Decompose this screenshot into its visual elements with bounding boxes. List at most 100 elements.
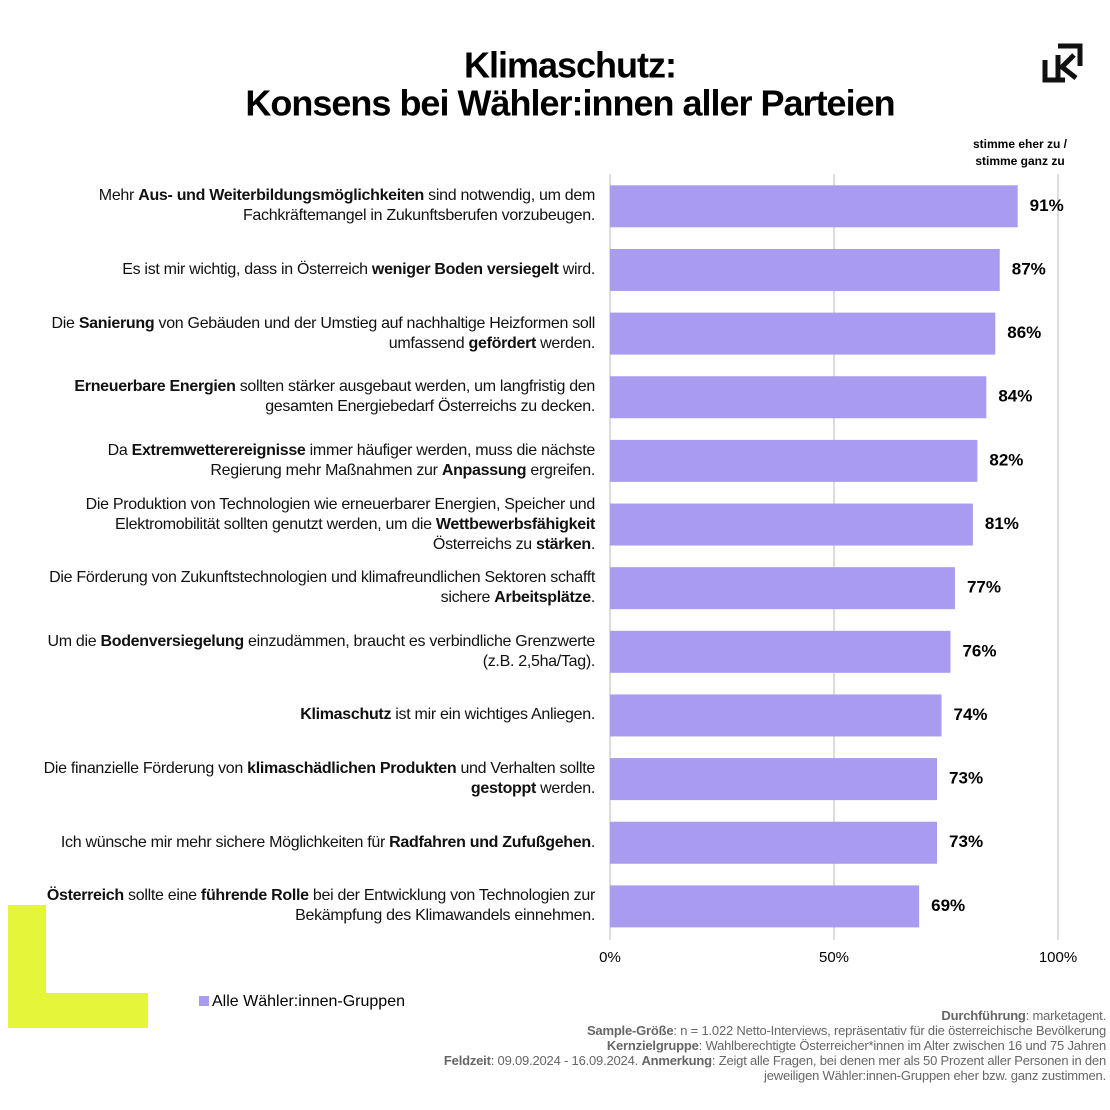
text-run: Sanierung xyxy=(78,314,155,332)
text-run: Anpassung xyxy=(441,461,527,479)
text-run: stärken xyxy=(536,535,591,553)
text-run: sollte eine xyxy=(123,887,201,905)
text-run: gefördert xyxy=(468,334,537,352)
text-run: Sample-Größe xyxy=(586,1023,674,1038)
category-label: Mehr Aus- und Weiterbildungsmöglichkeite… xyxy=(40,175,596,237)
decor xyxy=(8,993,148,1028)
text-run: : n = 1.022 Netto-Interviews, repräsenta… xyxy=(673,1023,1106,1038)
text-run: führende Rolle xyxy=(200,887,309,905)
legend-swatch xyxy=(199,996,209,1006)
text-run: Feldzeit xyxy=(443,1053,491,1068)
legend-label: Alle Wähler:innen-Gruppen xyxy=(212,993,405,1010)
text-run: sind notwendig, um dem Fachkräftemangel … xyxy=(242,187,595,225)
value-label: 73% xyxy=(949,769,983,788)
text-run: Österreich xyxy=(46,887,124,905)
value-label: 82% xyxy=(989,450,1023,469)
category-label: Erneuerbare Energien sollten stärker aus… xyxy=(40,366,595,428)
text-run: Extremwetterereignisse xyxy=(131,441,306,459)
text-run: von Gebäuden und der Umstieg auf nachhal… xyxy=(154,314,596,352)
text-run: Die Förderung von Zukunftstechnologien u… xyxy=(49,569,595,607)
text-run: Radfahren und Zufußgehen xyxy=(389,833,591,851)
value-header: stimme eher zu / xyxy=(973,137,1068,151)
text-run: Ich wünsche mir mehr sichere Möglichkeit… xyxy=(60,833,390,851)
value-label: 87% xyxy=(1012,259,1046,278)
text-run: Um die xyxy=(47,632,101,650)
value-label: 74% xyxy=(954,705,988,724)
note-line: Durchführung: marketagent. xyxy=(406,1008,1106,1023)
value-label: 76% xyxy=(962,641,996,660)
text-run: Die Produktion von Technologien wie erne… xyxy=(85,495,596,533)
text-run: : Wahlberechtigte Österreicher*innen im … xyxy=(698,1038,1107,1053)
text-run: : Zeigt alle Fragen, bei denen mer als 5… xyxy=(711,1053,1106,1083)
value-label: 77% xyxy=(967,578,1001,597)
category-text: Mehr Aus- und Weiterbildungsmöglichkeite… xyxy=(40,186,596,226)
text-run: immer häufiger werden, muss die nächste … xyxy=(210,441,595,479)
text-run: Erneuerbare Energien xyxy=(74,378,236,396)
text-run: Mehr xyxy=(98,187,139,205)
text-run: Österreichs zu xyxy=(432,535,537,553)
value-label: 91% xyxy=(1030,196,1064,215)
text-run: bei der Entwicklung von Technologien zur… xyxy=(295,887,595,925)
text-run: klimaschädlichen Produkten xyxy=(247,760,457,778)
category-text: Erneuerbare Energien sollten stärker aus… xyxy=(40,377,595,417)
category-label: Es ist mir wichtig, dass in Österreich w… xyxy=(40,239,595,301)
category-text: Die finanzielle Förderung von klimaschäd… xyxy=(40,759,596,799)
text-run: Die xyxy=(51,314,79,332)
text-run: gestoppt xyxy=(470,780,537,798)
text-run: . xyxy=(590,833,595,851)
text-run: ist mir ein wichtiges Anliegen. xyxy=(391,706,595,724)
text-run: Es ist mir wichtig, dass in Österreich xyxy=(122,260,372,278)
category-text: Die Produktion von Technologien wie erne… xyxy=(40,495,596,555)
text-run: Wettbewerbsfähigkeit xyxy=(435,515,595,533)
x-tick-label: 0% xyxy=(599,949,621,966)
logo xyxy=(1042,43,1083,83)
category-text: Die Förderung von Zukunftstechnologien u… xyxy=(40,568,595,608)
bar xyxy=(610,885,920,928)
text-run: Durchführung xyxy=(941,1008,1026,1023)
text-run: Aus- und Weiterbildungsmöglichkeiten xyxy=(138,187,425,205)
text-run: Arbeitsplätze xyxy=(494,589,591,607)
note-line: Feldzeit: 09.09.2024 - 16.09.2024. Anmer… xyxy=(406,1053,1106,1083)
text-run: . xyxy=(590,589,595,607)
x-tick-label: 100% xyxy=(1039,949,1077,966)
category-label: Klimaschutz ist mir ein wichtiges Anlieg… xyxy=(40,684,595,746)
x-tick-label: 50% xyxy=(819,949,849,966)
bar xyxy=(610,312,996,355)
category-text: Klimaschutz ist mir ein wichtiges Anlieg… xyxy=(40,705,595,725)
bar xyxy=(610,248,1000,291)
category-label: Ich wünsche mir mehr sichere Möglichkeit… xyxy=(40,812,595,874)
text-run: werden. xyxy=(536,780,595,798)
category-label: Die Sanierung von Gebäuden und der Umsti… xyxy=(40,303,596,365)
bar xyxy=(610,630,951,673)
chart-title: Konsens bei Wähler:innen aller Parteien xyxy=(245,83,894,124)
text-run: Die finanzielle Förderung von xyxy=(43,760,248,778)
bar xyxy=(610,503,973,546)
category-text: Die Sanierung von Gebäuden und der Umsti… xyxy=(40,314,596,354)
text-run: Klimaschutz xyxy=(300,706,392,724)
category-label: Um die Bodenversiegelung einzudämmen, br… xyxy=(40,621,595,683)
bar xyxy=(610,821,938,864)
text-run: ergreifen. xyxy=(526,461,595,479)
text-run: Da xyxy=(107,441,132,459)
value-label: 84% xyxy=(998,387,1032,406)
bar xyxy=(610,376,987,419)
value-label: 69% xyxy=(931,896,965,915)
bar xyxy=(610,439,978,482)
category-label: Österreich sollte eine führende Rolle be… xyxy=(40,875,595,937)
notes: Durchführung: marketagent. Sample-Größe: … xyxy=(406,1008,1106,1083)
text-run: . xyxy=(590,535,595,553)
text-run: wird. xyxy=(558,260,596,278)
category-text: Ich wünsche mir mehr sichere Möglichkeit… xyxy=(40,833,595,853)
text-run: Bodenversiegelung xyxy=(100,632,244,650)
bar xyxy=(610,758,938,801)
chart-title: Klimaschutz: xyxy=(464,45,676,86)
note-line: Sample-Größe: n = 1.022 Netto-Interviews… xyxy=(406,1023,1106,1038)
category-label: Da Extremwetterereignisse immer häufiger… xyxy=(40,430,596,492)
text-run: : marketagent. xyxy=(1025,1008,1107,1023)
text-run: weniger Boden versiegelt xyxy=(371,260,559,278)
category-text: Um die Bodenversiegelung einzudämmen, br… xyxy=(40,632,595,672)
value-label: 73% xyxy=(949,832,983,851)
text-run: werden. xyxy=(536,334,595,352)
